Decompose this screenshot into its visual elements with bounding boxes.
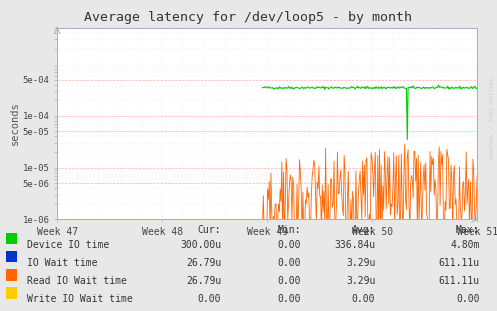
- Text: Min:: Min:: [277, 225, 301, 235]
- Text: 336.84u: 336.84u: [334, 240, 375, 250]
- Text: 611.11u: 611.11u: [438, 258, 480, 268]
- Text: 3.29u: 3.29u: [346, 276, 375, 286]
- Text: Write IO Wait time: Write IO Wait time: [27, 294, 133, 304]
- Text: 0.00: 0.00: [277, 258, 301, 268]
- Text: 611.11u: 611.11u: [438, 276, 480, 286]
- Text: 0.00: 0.00: [352, 294, 375, 304]
- Text: 0.00: 0.00: [456, 294, 480, 304]
- Text: 4.80m: 4.80m: [450, 240, 480, 250]
- Text: 0.00: 0.00: [277, 294, 301, 304]
- Text: 300.00u: 300.00u: [180, 240, 221, 250]
- Text: Average latency for /dev/loop5 - by month: Average latency for /dev/loop5 - by mont…: [84, 11, 413, 24]
- Text: 0.00: 0.00: [198, 294, 221, 304]
- Text: 3.29u: 3.29u: [346, 258, 375, 268]
- Text: 26.79u: 26.79u: [186, 276, 221, 286]
- Text: Device IO time: Device IO time: [27, 240, 109, 250]
- Y-axis label: seconds: seconds: [10, 102, 20, 146]
- Text: 26.79u: 26.79u: [186, 258, 221, 268]
- Text: Read IO Wait time: Read IO Wait time: [27, 276, 127, 286]
- Text: Max:: Max:: [456, 225, 480, 235]
- Text: RRDTOOL / TOBI OETIKER: RRDTOOL / TOBI OETIKER: [490, 77, 495, 160]
- Text: Cur:: Cur:: [198, 225, 221, 235]
- Text: Avg:: Avg:: [352, 225, 375, 235]
- Text: 0.00: 0.00: [277, 276, 301, 286]
- Text: 0.00: 0.00: [277, 240, 301, 250]
- Text: IO Wait time: IO Wait time: [27, 258, 98, 268]
